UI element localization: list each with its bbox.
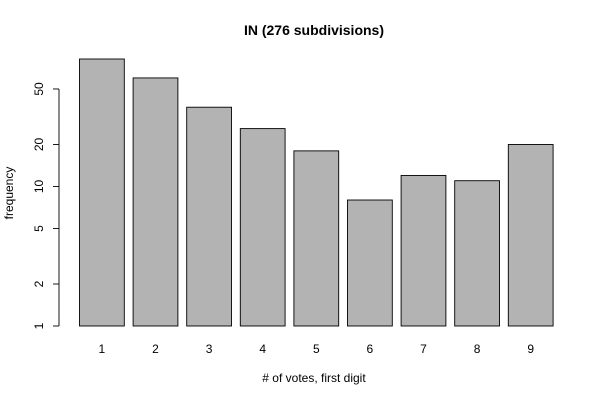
bar-5 bbox=[293, 150, 340, 327]
bar-7 bbox=[400, 174, 447, 327]
x-tick-label: 3 bbox=[206, 342, 213, 356]
bar-8 bbox=[454, 180, 500, 327]
bar-9 bbox=[507, 144, 554, 327]
chart-title: IN (276 subdivisions) bbox=[244, 22, 384, 38]
x-tick-label: 1 bbox=[99, 342, 106, 356]
x-tick-label: 8 bbox=[474, 342, 481, 356]
y-tick-label: 2 bbox=[32, 280, 46, 287]
x-tick-labels: 1 2 3 4 5 6 7 8 9 bbox=[99, 342, 535, 356]
bar-3 bbox=[186, 106, 232, 327]
bar-1 bbox=[79, 58, 125, 327]
y-tick-label: 50 bbox=[32, 82, 46, 96]
x-tick-label: 4 bbox=[259, 342, 266, 356]
x-tick-label: 9 bbox=[527, 342, 534, 356]
y-axis-label: frequency bbox=[2, 167, 16, 220]
x-tick-label: 5 bbox=[313, 342, 320, 356]
bar-4 bbox=[239, 128, 286, 327]
x-tick-label: 2 bbox=[152, 342, 159, 356]
bars-group bbox=[79, 58, 554, 327]
y-tick-label: 10 bbox=[32, 179, 46, 193]
y-tick-label: 5 bbox=[32, 225, 46, 232]
bar-6 bbox=[347, 199, 393, 327]
bar-2 bbox=[132, 77, 179, 327]
x-tick-label: 7 bbox=[420, 342, 427, 356]
y-axis: 1 2 5 10 20 50 bbox=[32, 82, 60, 329]
y-tick-label: 1 bbox=[32, 322, 46, 329]
x-axis-label: # of votes, first digit bbox=[262, 371, 366, 385]
x-tick-label: 6 bbox=[367, 342, 374, 356]
y-tick-label: 20 bbox=[32, 137, 46, 151]
